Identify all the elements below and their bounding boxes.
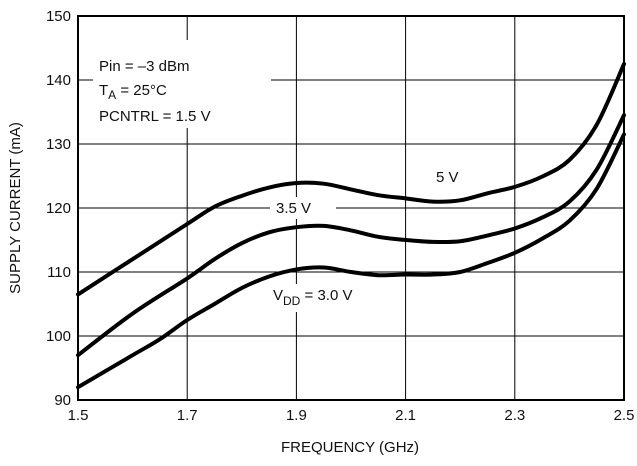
label-3v5-background: [270, 197, 336, 219]
y-tick-label: 140: [46, 72, 71, 89]
series-label-5v: 5 V: [436, 169, 459, 186]
x-tick-label: 2.1: [395, 407, 416, 424]
x-tick-label: 2.5: [614, 407, 635, 424]
y-tick-label: 110: [47, 264, 71, 281]
series-line-5v: [76, 62, 626, 297]
y-axis-title: SUPPLY CURRENT (mA): [7, 122, 24, 294]
x-tick-label: 1.7: [177, 407, 198, 424]
label-5v-background: [432, 165, 472, 187]
tick-labels: 1.5 1.7 1.9 2.1 2.3 2.5 90 100 110 120 130 140 150: [46, 8, 634, 424]
annotation-pcntrl: PCNTRL = 1.5 V: [99, 108, 211, 125]
x-tick-label: 1.9: [286, 407, 307, 424]
y-tick-label: 100: [46, 328, 71, 345]
annotation-box-background: [93, 40, 271, 128]
y-tick-label: 150: [46, 8, 71, 25]
x-tick-label: 1.5: [68, 407, 89, 424]
series-line-vdd-3v: [76, 132, 626, 390]
label-vdd-background: [268, 284, 394, 312]
y-tick-label: 90: [54, 392, 71, 409]
series-line-3v5: [76, 113, 626, 358]
y-tick-label: 120: [46, 200, 71, 217]
y-tick-label: 130: [46, 136, 71, 153]
series-label-3v5: 3.5 V: [276, 200, 311, 217]
annotation-pin: Pin = –3 dBm: [99, 58, 189, 75]
series-curves: [76, 62, 626, 390]
annotation-ta: TA = 25°C: [99, 82, 167, 102]
series-label-vdd: VDD = 3.0 V: [273, 287, 352, 308]
x-axis-title: FREQUENCY (GHz): [281, 439, 419, 456]
plot-frame: [77, 15, 625, 401]
x-tick-label: 2.3: [504, 407, 525, 424]
